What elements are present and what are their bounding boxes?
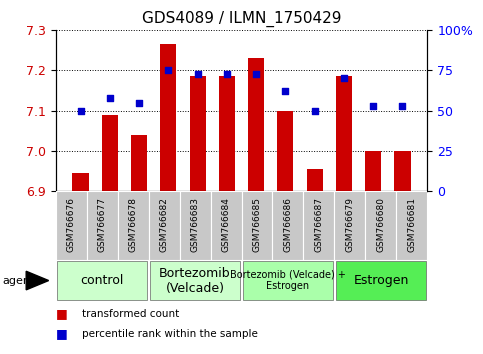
Text: GSM766686: GSM766686 (284, 197, 293, 252)
Point (398, 103, 406, 109)
Bar (102, 115, 118, 191)
Bar (243, 261, 333, 300)
Text: GSM766685: GSM766685 (253, 197, 261, 252)
Bar (149, 191, 180, 260)
Text: GSM766678: GSM766678 (128, 197, 138, 252)
Text: Bortezomib
(Velcade): Bortezomib (Velcade) (159, 267, 231, 295)
Text: GSM766681: GSM766681 (408, 197, 416, 252)
Bar (242, 191, 272, 260)
Text: ■: ■ (56, 307, 67, 320)
Point (369, 103, 377, 109)
Point (340, 75, 348, 81)
Text: GSM766684: GSM766684 (222, 197, 230, 252)
Text: GSM766679: GSM766679 (345, 197, 355, 252)
Text: Estrogen: Estrogen (353, 274, 409, 287)
Text: GSM766676: GSM766676 (67, 197, 75, 252)
Text: GDS4089 / ILMN_1750429: GDS4089 / ILMN_1750429 (142, 11, 341, 27)
Text: percentile rank within the sample: percentile rank within the sample (82, 329, 258, 339)
Text: GSM766677: GSM766677 (98, 197, 107, 252)
Bar (131, 135, 147, 191)
Point (252, 71, 260, 76)
Bar (117, 191, 149, 260)
Bar (336, 261, 426, 300)
Bar (336, 76, 352, 191)
Point (135, 100, 143, 105)
Bar (211, 191, 242, 260)
Polygon shape (26, 271, 49, 290)
Text: control: control (80, 274, 124, 287)
Point (282, 88, 289, 94)
Bar (189, 76, 206, 191)
Bar (248, 58, 264, 191)
Point (77, 108, 85, 113)
Bar (303, 191, 334, 260)
Bar (180, 191, 211, 260)
Text: agent: agent (2, 275, 35, 286)
Text: GSM766682: GSM766682 (159, 197, 169, 252)
Bar (56, 191, 86, 260)
Text: Bortezomib (Velcade) +
Estrogen: Bortezomib (Velcade) + Estrogen (230, 270, 346, 291)
Bar (272, 191, 303, 260)
Text: transformed count: transformed count (82, 309, 179, 319)
Point (194, 71, 201, 76)
Bar (86, 191, 117, 260)
Text: ■: ■ (56, 327, 67, 341)
Bar (395, 151, 411, 191)
Point (164, 68, 172, 73)
Bar (150, 261, 240, 300)
Bar (57, 261, 147, 300)
Bar (219, 76, 235, 191)
Bar (160, 44, 176, 191)
Text: GSM766680: GSM766680 (376, 197, 385, 252)
Bar (397, 191, 427, 260)
Bar (365, 151, 381, 191)
Bar (72, 173, 88, 191)
Text: GSM766687: GSM766687 (314, 197, 324, 252)
Bar (277, 110, 294, 191)
Bar (366, 191, 397, 260)
Point (223, 71, 231, 76)
Point (106, 95, 114, 101)
Bar (307, 169, 323, 191)
Bar (334, 191, 366, 260)
Text: GSM766683: GSM766683 (190, 197, 199, 252)
Point (311, 108, 319, 113)
